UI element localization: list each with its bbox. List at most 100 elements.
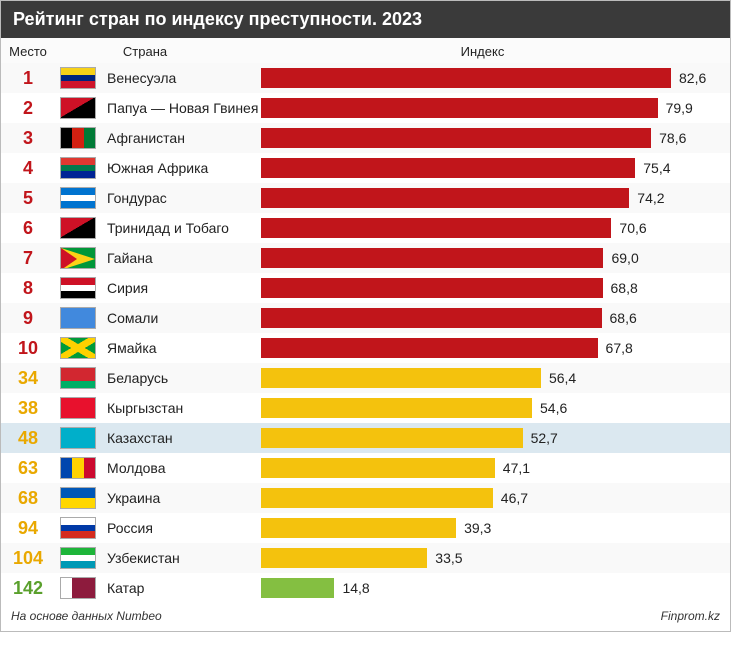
bar — [261, 158, 635, 178]
value-label: 39,3 — [464, 520, 491, 536]
bar — [261, 458, 495, 478]
bar-zone: 46,7 — [261, 483, 730, 513]
flag-icon — [55, 517, 101, 539]
table-row: 38Кыргызстан54,6 — [1, 393, 730, 423]
bar — [261, 278, 603, 298]
rank-cell: 6 — [1, 218, 55, 239]
rank-cell: 3 — [1, 128, 55, 149]
country-cell: Беларусь — [101, 370, 261, 386]
table-row: 142 Катар 14,8 — [1, 573, 730, 603]
table-row: 10Ямайка67,8 — [1, 333, 730, 363]
bar — [261, 428, 523, 448]
flag-icon — [55, 307, 101, 329]
table-row: 7 Гайана69,0 — [1, 243, 730, 273]
rank-cell: 142 — [1, 578, 55, 599]
country-cell: Украина — [101, 490, 261, 506]
bar-zone: 82,6 — [261, 63, 730, 93]
flag-icon — [55, 247, 101, 269]
table-row: 5 Гондурас74,2 — [1, 183, 730, 213]
rank-cell: 68 — [1, 488, 55, 509]
bar-zone: 39,3 — [261, 513, 730, 543]
source-text: На основе данных Numbeo — [11, 609, 162, 623]
brand-text: Finprom.kz — [661, 609, 720, 623]
header-country: Страна — [55, 44, 235, 59]
rank-cell: 63 — [1, 458, 55, 479]
table-row: 8 Сирия68,8 — [1, 273, 730, 303]
rows-container: 1Венесуэла82,62Папуа — Новая Гвинея79,93… — [1, 63, 730, 603]
flag-icon — [55, 67, 101, 89]
country-cell: Казахстан — [101, 430, 261, 446]
country-cell: Афганистан — [101, 130, 261, 146]
flag-icon — [55, 367, 101, 389]
bar — [261, 308, 602, 328]
rank-cell: 9 — [1, 308, 55, 329]
bar-zone: 33,5 — [261, 543, 730, 573]
header-index: Индекс — [235, 44, 730, 59]
value-label: 14,8 — [342, 580, 369, 596]
table-row: 4 Южная Африка 75,4 — [1, 153, 730, 183]
flag-icon — [55, 397, 101, 419]
table-row: 9Сомали68,6 — [1, 303, 730, 333]
country-cell: Кыргызстан — [101, 400, 261, 416]
table-row: 68 Украина 46,7 — [1, 483, 730, 513]
country-cell: Южная Африка — [101, 160, 261, 176]
value-label: 54,6 — [540, 400, 567, 416]
country-cell: Венесуэла — [101, 70, 261, 86]
country-cell: Ямайка — [101, 340, 261, 356]
rank-cell: 7 — [1, 248, 55, 269]
country-cell: Гайана — [101, 250, 261, 266]
value-label: 70,6 — [619, 220, 646, 236]
chart-container: Рейтинг стран по индексу преступности. 2… — [0, 0, 731, 632]
country-cell: Россия — [101, 520, 261, 536]
flag-icon — [55, 157, 101, 179]
table-row: 48Казахстан52,7 — [1, 423, 730, 453]
value-label: 47,1 — [503, 460, 530, 476]
bar — [261, 548, 427, 568]
value-label: 67,8 — [606, 340, 633, 356]
table-row: 104Узбекистан33,5 — [1, 543, 730, 573]
bar-zone: 79,9 — [261, 93, 730, 123]
rank-cell: 48 — [1, 428, 55, 449]
rank-cell: 5 — [1, 188, 55, 209]
bar-zone: 74,2 — [261, 183, 730, 213]
bar-zone: 69,0 — [261, 243, 730, 273]
flag-icon — [55, 547, 101, 569]
value-label: 33,5 — [435, 550, 462, 566]
value-label: 46,7 — [501, 490, 528, 506]
bar-zone: 14,8 — [261, 573, 730, 603]
value-label: 56,4 — [549, 370, 576, 386]
country-cell: Гондурас — [101, 190, 261, 206]
bar — [261, 248, 603, 268]
bar — [261, 488, 493, 508]
flag-icon — [55, 487, 101, 509]
table-row: 63 Молдова 47,1 — [1, 453, 730, 483]
rank-cell: 4 — [1, 158, 55, 179]
rank-cell: 1 — [1, 68, 55, 89]
bar-zone: 67,8 — [261, 333, 730, 363]
bar-zone: 47,1 — [261, 453, 730, 483]
country-cell: Катар — [101, 580, 261, 596]
flag-icon — [55, 277, 101, 299]
country-cell: Сирия — [101, 280, 261, 296]
flag-icon — [55, 97, 101, 119]
value-label: 78,6 — [659, 130, 686, 146]
rank-cell: 104 — [1, 548, 55, 569]
table-row: 1 Венесуэла82,6 — [1, 63, 730, 93]
chart-title: Рейтинг стран по индексу преступности. 2… — [1, 1, 730, 38]
bar — [261, 128, 651, 148]
bar — [261, 338, 598, 358]
country-cell: Молдова — [101, 460, 261, 476]
flag-icon — [55, 187, 101, 209]
flag-icon — [55, 127, 101, 149]
bar — [261, 98, 658, 118]
value-label: 75,4 — [643, 160, 670, 176]
header-row: Место Страна Индекс — [1, 38, 730, 63]
table-row: 6Тринидад и Тобаго70,6 — [1, 213, 730, 243]
bar-zone: 70,6 — [261, 213, 730, 243]
flag-icon — [55, 577, 101, 599]
rank-cell: 8 — [1, 278, 55, 299]
bar-zone: 68,8 — [261, 273, 730, 303]
rank-cell: 34 — [1, 368, 55, 389]
bar — [261, 518, 456, 538]
rank-cell: 94 — [1, 518, 55, 539]
